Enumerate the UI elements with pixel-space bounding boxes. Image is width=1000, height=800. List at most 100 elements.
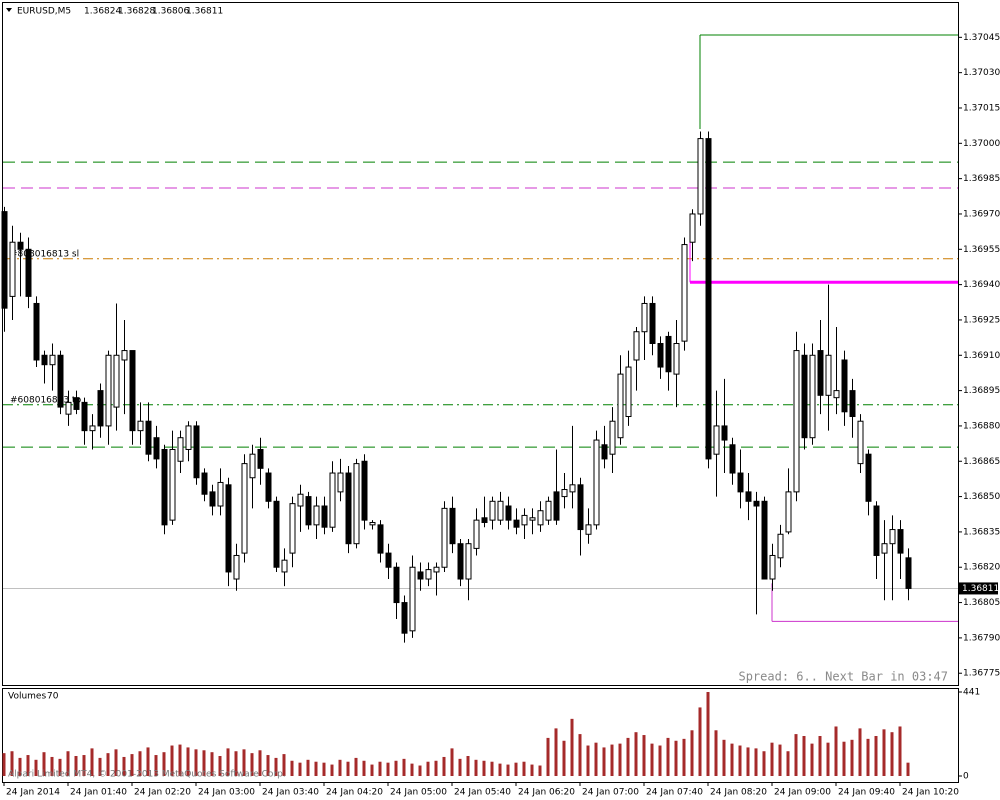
volume-bar [434,760,438,776]
volume-panel [2,688,959,783]
volume-bar [490,761,494,776]
candle-body [777,533,784,559]
candle-body [561,489,568,498]
candle-body [681,244,688,342]
candle-body [345,472,352,545]
candle-body [737,472,744,493]
candle-body [769,554,776,580]
volume-bar [458,758,462,776]
volume-bar [82,755,86,776]
volume-bar [834,726,838,776]
candle-body [657,343,664,368]
candle-body [241,463,248,554]
x-tick-label: 24 Jan 10:20 [902,788,959,798]
volume-bar [778,744,782,776]
x-tick-label: 24 Jan 05:40 [454,788,511,798]
candle-body [865,453,872,502]
order-label: #608016813 tp [10,396,81,406]
volume-bar [242,749,246,776]
volume-bar [114,749,118,776]
collapse-arrow[interactable] [6,8,12,12]
volume-bar [370,764,374,776]
candle-body [825,354,832,396]
volume-bar [514,762,518,776]
candle-body [489,500,496,521]
candle-body [169,448,176,521]
candle-body [377,524,384,554]
volume-bar [850,739,854,776]
candle-body [889,529,896,545]
candle-body [697,138,704,215]
candle-body [97,390,104,427]
y-tick-label: 1.36940 [963,280,1000,290]
volume-bar [762,751,766,776]
volume-bar [506,764,510,776]
volume-bar [826,742,830,776]
volume-bar [658,745,662,776]
volume-current: 70 [47,692,59,702]
x-tick-label: 24 Jan 09:00 [774,788,831,798]
volume-bar [74,756,78,776]
candle-body [177,437,184,462]
candle-body [257,448,264,469]
volume-bar [794,734,798,776]
volume-bar [746,747,750,776]
candle-body [465,543,472,580]
y-tick-label: 1.37045 [963,33,1000,43]
volume-bar [666,737,670,776]
volume-bar [50,756,54,776]
x-tick-label: 24 Jan 07:00 [582,788,639,798]
spread-info: Spread: 6.. Next Bar in 03:47 [738,670,948,684]
volume-bar [146,747,150,776]
candle-body [361,460,368,521]
watermark: Alpari Limited MT4, © 2001-2013 MetaQuot… [8,770,286,780]
volume-bar [634,732,638,776]
volume-bar [738,745,742,776]
candle-body [193,425,200,479]
volume-title: Volumes [8,692,46,702]
volume-bar [58,758,62,776]
candle-body [841,359,848,413]
candle-body [393,566,400,604]
volume-bar [818,736,822,776]
candle-body [617,373,624,439]
volume-bar [674,740,678,776]
candle-body [265,472,272,502]
candle-body [321,505,328,528]
volume-bar [154,755,158,776]
candle-body [897,529,904,554]
candle-body [449,507,456,545]
volume-bar [362,760,366,776]
x-tick-label: 24 Jan 03:00 [198,788,255,798]
volume-bar [194,749,198,776]
volume-bar [138,751,142,776]
candle-body [601,444,608,460]
candle-body [417,571,424,580]
candle-body [537,510,544,526]
volume-bar [770,742,774,776]
order-label: #808016813 sl [10,250,79,260]
volume-bar [546,737,550,776]
volume-bar [354,757,358,776]
volume-bar [474,759,478,776]
volume-bar [410,763,414,776]
y-tick-label: 1.36850 [963,492,1000,502]
volume-bar [178,744,182,776]
candle-body [713,425,720,455]
y-tick-label: 1.36820 [963,563,1000,573]
candle-body [545,500,552,521]
candle-body [729,444,736,474]
volume-bar [298,762,302,776]
candle-body [905,557,912,589]
volume-bar [874,736,878,776]
volume-bar [810,743,814,776]
candle-body [577,484,584,531]
candle-body [153,437,160,460]
volume-bar [418,765,422,776]
volume-bar [162,752,166,776]
candle-body [409,566,416,632]
candle-body [881,543,888,554]
candle-body [33,302,40,361]
volume-bar [786,751,790,776]
volume-bar [282,754,286,776]
